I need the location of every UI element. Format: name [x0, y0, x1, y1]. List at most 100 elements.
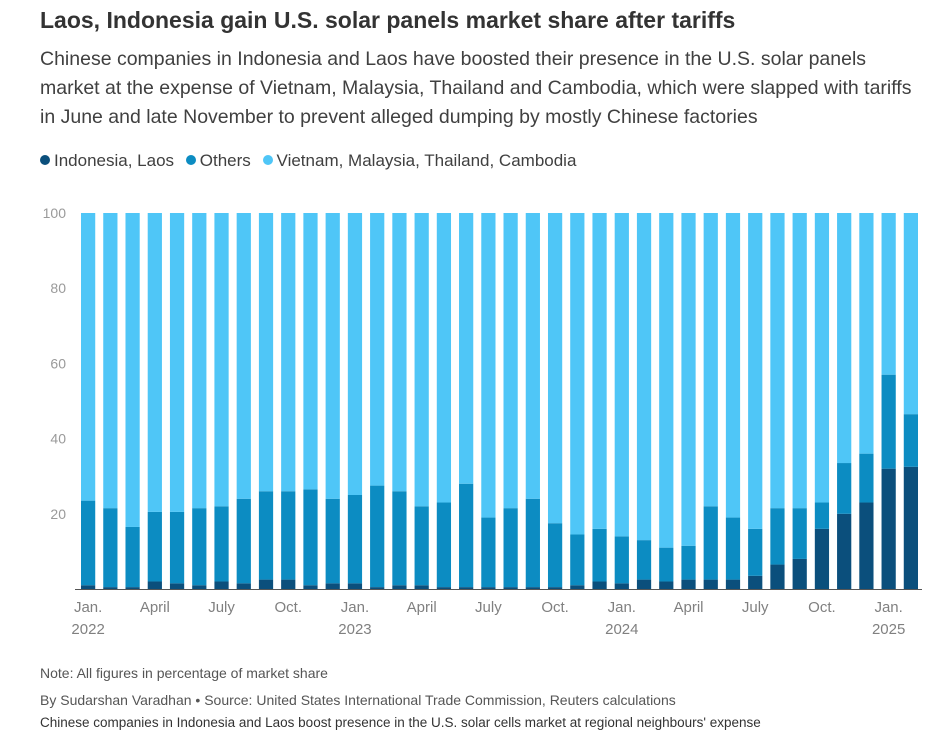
bar-segment-indonesia-laos	[592, 581, 607, 589]
legend-swatch	[40, 155, 50, 165]
bar-segment-indonesia-laos	[814, 528, 830, 589]
chart-title: Laos, Indonesia gain U.S. solar panels m…	[40, 7, 736, 33]
y-tick-label: 20	[50, 506, 66, 522]
bar-segment-vietnam-malaysia-thailand-cambodia	[192, 213, 207, 509]
bar-segment-others	[748, 528, 763, 576]
bar-segment-vietnam-malaysia-thailand-cambodia	[436, 213, 452, 503]
bar-segment-others	[881, 374, 896, 469]
bar-segment-vietnam-malaysia-thailand-cambodia	[681, 213, 696, 546]
bar-segment-indonesia-laos	[570, 585, 585, 589]
bar-segment-others	[570, 534, 585, 586]
bar-segment-indonesia-laos	[281, 579, 296, 589]
bar-segment-vietnam-malaysia-thailand-cambodia	[814, 213, 830, 503]
bar-segment-others	[837, 463, 852, 514]
bar-segment-others	[814, 502, 830, 529]
bar-segment-indonesia-laos	[748, 575, 763, 589]
x-tick-label: Oct.	[274, 599, 302, 616]
bar-segment-vietnam-malaysia-thailand-cambodia	[169, 213, 185, 512]
bar-segment-indonesia-laos	[503, 587, 518, 589]
bar-segment-indonesia-laos	[125, 587, 140, 589]
byline-source: By Sudarshan Varadhan • Source: United S…	[40, 692, 676, 708]
bar-segment-others	[503, 508, 518, 588]
bar-segment-indonesia-laos	[659, 581, 674, 589]
x-tick-label: 2024	[605, 621, 638, 638]
x-tick-label: April	[674, 599, 704, 616]
bar-segment-indonesia-laos	[547, 587, 563, 589]
bar-segment-indonesia-laos	[525, 587, 540, 589]
bar-segment-indonesia-laos	[837, 513, 852, 589]
bar-segment-vietnam-malaysia-thailand-cambodia	[414, 213, 429, 507]
bar-segment-vietnam-malaysia-thailand-cambodia	[547, 213, 563, 524]
bar-segment-indonesia-laos	[81, 585, 96, 589]
legend-item-others: Others	[185, 151, 251, 171]
legend-label: Indonesia, Laos	[54, 151, 175, 170]
bar-segment-others	[236, 498, 251, 584]
bar-segment-vietnam-malaysia-thailand-cambodia	[370, 213, 385, 486]
bar-segment-vietnam-malaysia-thailand-cambodia	[770, 213, 785, 509]
bar-segment-vietnam-malaysia-thailand-cambodia	[281, 213, 296, 492]
bar-segment-vietnam-malaysia-thailand-cambodia	[303, 213, 318, 490]
y-tick-label: 40	[50, 431, 66, 447]
bar-segment-others	[147, 511, 162, 582]
bar-segment-vietnam-malaysia-thailand-cambodia	[125, 213, 140, 527]
bar-segment-indonesia-laos	[636, 579, 652, 589]
bar-segment-vietnam-malaysia-thailand-cambodia	[214, 213, 229, 507]
y-axis: 20 40 60 80 100	[43, 205, 67, 522]
bar-segment-indonesia-laos	[481, 587, 496, 589]
bar-segment-vietnam-malaysia-thailand-cambodia	[725, 213, 741, 518]
x-tick-label: Oct.	[541, 599, 569, 616]
x-tick-label: July	[208, 599, 235, 616]
x-tick-label: 2022	[71, 621, 104, 638]
bar-segment-vietnam-malaysia-thailand-cambodia	[703, 213, 718, 507]
bar-segment-indonesia-laos	[703, 579, 718, 589]
bar-segment-indonesia-laos	[414, 585, 429, 589]
bar-segment-indonesia-laos	[258, 579, 274, 589]
bar-segment-others	[903, 414, 918, 467]
bar-segment-others	[481, 517, 496, 588]
bar-segment-indonesia-laos	[770, 564, 785, 589]
x-tick-label: April	[140, 599, 170, 616]
bar-segment-others	[370, 485, 385, 588]
stacked-bar-chart: 20 40 60 80 100 Jan. 2022 April July Oct. Jan. 202…	[43, 205, 922, 638]
bar-segment-indonesia-laos	[303, 585, 318, 589]
y-tick-label: 80	[50, 280, 66, 296]
bar-segment-others	[258, 491, 274, 580]
bar-segment-others	[703, 506, 718, 580]
x-axis: Jan. 2022 April July Oct. Jan. 2023 April July Oc…	[71, 589, 922, 638]
bar-segment-indonesia-laos	[903, 466, 918, 589]
chart-caption: Chinese companies in Indonesia and Laos …	[40, 715, 761, 730]
bar-segment-indonesia-laos	[192, 585, 207, 589]
bar-segment-indonesia-laos	[859, 502, 874, 589]
x-tick-label: Jan.	[874, 599, 902, 616]
bar-segment-indonesia-laos	[614, 583, 629, 589]
legend-item-vietnam-malaysia-thailand-cambodia: Vietnam, Malaysia, Thailand, Cambodia	[262, 151, 577, 171]
legend-item-indonesia-laos: Indonesia, Laos	[40, 151, 174, 171]
bar-segment-others	[125, 526, 140, 588]
x-tick-label: Jan.	[341, 599, 369, 616]
bar-segment-others	[614, 536, 629, 584]
bar-segment-vietnam-malaysia-thailand-cambodia	[81, 213, 96, 501]
bar-segment-vietnam-malaysia-thailand-cambodia	[792, 213, 807, 509]
bar-segment-vietnam-malaysia-thailand-cambodia	[614, 213, 629, 537]
x-tick-label: 2025	[872, 621, 905, 638]
bar-segment-others	[281, 491, 296, 580]
bar-segment-vietnam-malaysia-thailand-cambodia	[236, 213, 251, 499]
bar-segment-others	[81, 500, 96, 586]
y-tick-label: 100	[43, 205, 67, 221]
bar-segment-others	[459, 483, 474, 588]
bar-segment-indonesia-laos	[725, 579, 741, 589]
bar-segment-others	[347, 495, 363, 584]
chart-note: Note: All figures in percentage of marke…	[40, 665, 328, 681]
x-tick-label: Oct.	[808, 599, 836, 616]
bar-segment-vietnam-malaysia-thailand-cambodia	[347, 213, 363, 495]
bar-group	[81, 213, 918, 589]
bar-segment-indonesia-laos	[681, 579, 696, 589]
chart-legend: Indonesia, Laos Others Vietnam, Malaysia…	[40, 151, 583, 171]
legend-label: Vietnam, Malaysia, Thailand, Cambodia	[276, 151, 577, 170]
bar-segment-indonesia-laos	[881, 468, 896, 589]
bar-segment-vietnam-malaysia-thailand-cambodia	[748, 213, 763, 529]
legend-label: Others	[199, 151, 251, 170]
bar-segment-vietnam-malaysia-thailand-cambodia	[881, 213, 896, 375]
x-tick-label: Jan.	[608, 599, 636, 616]
bar-segment-others	[414, 506, 429, 586]
